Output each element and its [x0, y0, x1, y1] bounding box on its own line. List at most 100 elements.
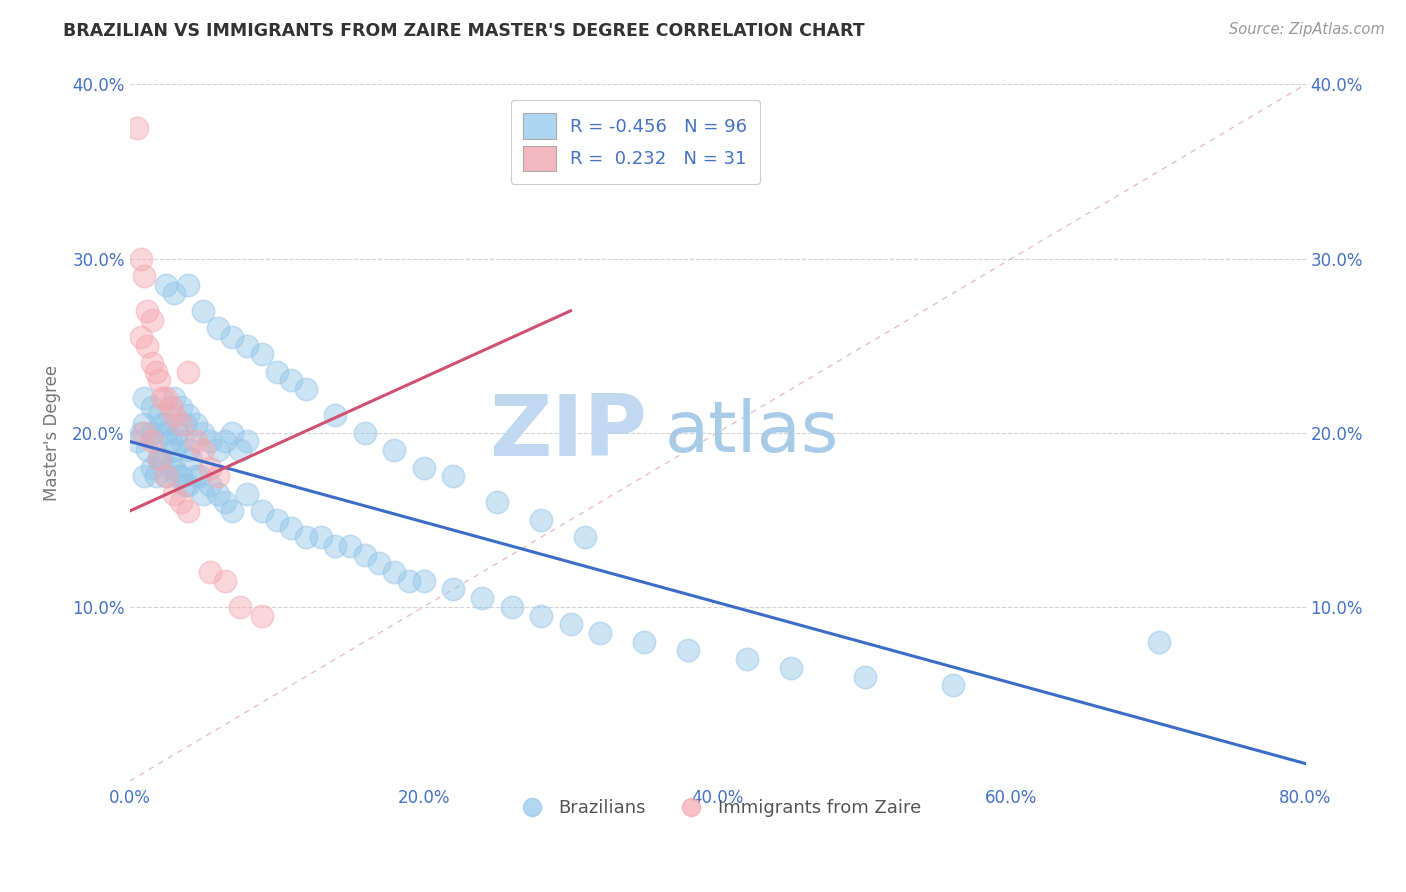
Point [174, 417, 197, 431]
Point [150, 391, 173, 405]
Point [134, 425, 156, 440]
Point [148, 374, 170, 388]
Point [339, 539, 361, 553]
Point [1147, 634, 1170, 648]
Point [134, 268, 156, 283]
Point [471, 591, 494, 606]
Point [295, 382, 318, 396]
Point [325, 409, 347, 423]
Point [177, 443, 200, 458]
Point [214, 574, 236, 588]
Point [191, 443, 214, 458]
Point [236, 338, 259, 352]
Point [174, 478, 197, 492]
Point [942, 678, 965, 692]
Point [589, 626, 612, 640]
Point [250, 347, 273, 361]
Point [170, 417, 193, 431]
Point [141, 460, 163, 475]
Point [207, 486, 229, 500]
Point [136, 338, 159, 352]
Point [163, 486, 186, 500]
Point [155, 425, 177, 440]
Point [125, 120, 148, 135]
Point [441, 582, 464, 597]
Text: BRAZILIAN VS IMMIGRANTS FROM ZAIRE MASTER'S DEGREE CORRELATION CHART: BRAZILIAN VS IMMIGRANTS FROM ZAIRE MASTE… [63, 22, 865, 40]
Point [170, 400, 193, 414]
Point [280, 521, 302, 535]
Point [250, 504, 273, 518]
Text: Source: ZipAtlas.com: Source: ZipAtlas.com [1229, 22, 1385, 37]
Point [163, 409, 186, 423]
Point [148, 409, 170, 423]
Point [136, 443, 159, 458]
Point [191, 303, 214, 318]
Point [530, 513, 553, 527]
Point [170, 469, 193, 483]
Point [501, 599, 523, 614]
Point [125, 434, 148, 449]
Point [166, 469, 188, 483]
Point [177, 478, 200, 492]
Point [229, 599, 252, 614]
Point [184, 469, 207, 483]
Point [155, 417, 177, 431]
Point [177, 504, 200, 518]
Point [184, 434, 207, 449]
Point [735, 652, 758, 666]
Point [309, 530, 332, 544]
Point [177, 409, 200, 423]
Point [676, 643, 699, 657]
Point [159, 400, 181, 414]
Point [163, 286, 186, 301]
Point [141, 400, 163, 414]
Point [145, 365, 167, 379]
Point [163, 391, 186, 405]
Point [134, 417, 156, 431]
Point [250, 608, 273, 623]
Point [200, 565, 222, 579]
Point [150, 451, 173, 466]
Point [145, 434, 167, 449]
Point [280, 374, 302, 388]
Point [155, 469, 177, 483]
Point [530, 608, 553, 623]
Point [136, 303, 159, 318]
Point [131, 330, 153, 344]
Point [200, 478, 222, 492]
Point [382, 565, 405, 579]
Point [229, 443, 252, 458]
Point [633, 634, 655, 648]
Point [353, 425, 375, 440]
Point [412, 460, 434, 475]
Point [325, 539, 347, 553]
Point [141, 312, 163, 326]
Point [412, 574, 434, 588]
Legend: Brazilians, Immigrants from Zaire: Brazilians, Immigrants from Zaire [506, 792, 929, 824]
Point [221, 330, 243, 344]
Point [148, 451, 170, 466]
Point [236, 486, 259, 500]
Point [207, 321, 229, 335]
Point [200, 434, 222, 449]
Point [560, 617, 582, 632]
Point [177, 365, 200, 379]
Point [207, 469, 229, 483]
Point [177, 277, 200, 292]
Point [382, 443, 405, 458]
Point [163, 460, 186, 475]
Point [853, 669, 876, 683]
Point [191, 486, 214, 500]
Point [221, 425, 243, 440]
Point [353, 548, 375, 562]
Point [266, 513, 288, 527]
Point [131, 425, 153, 440]
Point [441, 469, 464, 483]
Text: atlas: atlas [665, 398, 839, 467]
Point [148, 451, 170, 466]
Point [166, 425, 188, 440]
Y-axis label: Master's Degree: Master's Degree [44, 365, 60, 500]
Point [141, 356, 163, 370]
Point [214, 495, 236, 509]
Point [163, 443, 186, 458]
